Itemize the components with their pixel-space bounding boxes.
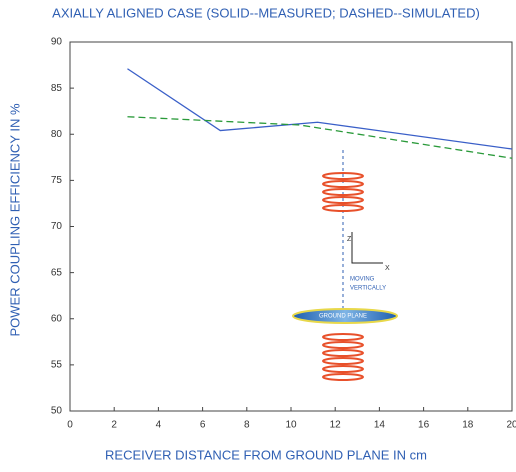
annotation: GROUND PLANE [319,314,367,320]
annotation: MOVING [350,277,375,283]
y-tick-label: 70 [51,221,63,232]
y-tick-label: 60 [51,313,63,324]
y-tick-label: 80 [51,129,63,140]
x-tick-label: 20 [506,420,516,431]
x-tick-label: 0 [67,420,73,431]
x-tick-label: 6 [200,420,206,431]
x-tick-label: 16 [418,420,430,431]
series-line [127,116,513,159]
annotation: X [385,265,390,272]
upper-coil [322,172,364,212]
y-axis-label: POWER COUPLING EFFICIENCY IN % [7,103,22,337]
x-tick-label: 8 [244,420,250,431]
annotation: Z [347,236,352,243]
lower-coil [322,333,364,381]
plot-frame [69,41,513,412]
inset-diagram: Z X MOVING VERTICALLY GROUND PLANE [292,150,398,381]
y-tick-label: 65 [51,267,63,278]
x-tick-label: 14 [374,420,386,431]
axes-icon [351,232,383,264]
y-tick-label: 75 [51,175,63,186]
y-tick-label: 50 [51,406,63,417]
y-tick-label: 85 [51,83,63,94]
ground-plane [292,308,398,324]
y-tick-label: 90 [51,37,63,48]
chart-title: AXIALLY ALIGNED CASE (SOLID--MEASURED; D… [52,5,480,20]
x-tick-label: 18 [462,420,474,431]
annotation: VERTICALLY [350,286,386,292]
x-tick-label: 4 [156,420,162,431]
series-line [127,68,513,150]
x-axis-label: RECEIVER DISTANCE FROM GROUND PLANE IN c… [105,447,427,462]
y-tick-label: 55 [51,360,63,371]
x-tick-label: 2 [111,420,117,431]
x-tick-label: 10 [285,420,297,431]
x-tick-label: 12 [330,420,342,431]
